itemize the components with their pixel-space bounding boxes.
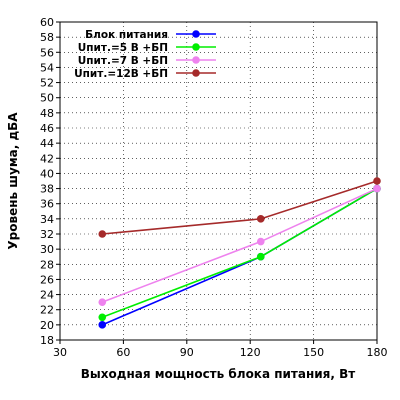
y-tick-label: 18 [40,334,54,347]
data-point [98,230,107,238]
legend-marker [192,69,200,77]
y-tick-label: 52 [40,77,54,90]
data-point [98,313,107,322]
legend-label: Uпит.=7 В +БП [78,55,168,67]
x-tick-label: 90 [180,346,194,359]
y-axis-title: Уровень шума, дБА [6,112,20,250]
y-axis-ticks: 18 20 22 24 26 28 30 32 34 36 38 40 42 44 46 48 50 52 54 56… [40,16,60,347]
data-point [373,177,381,185]
y-tick-label: 38 [40,183,54,196]
x-tick-label: 60 [116,346,130,359]
x-tick-label: 120 [240,346,261,359]
y-tick-label: 54 [40,61,54,74]
data-point [98,298,107,306]
data-point [98,321,107,329]
y-tick-label: 32 [40,228,54,241]
series-4 [98,177,381,238]
grid [60,22,377,340]
legend-marker [192,43,200,51]
y-tick-label: 46 [40,122,54,135]
y-tick-label: 28 [40,258,54,271]
y-tick-label: 58 [40,31,54,44]
data-point [256,215,265,223]
legend-label: Uпит.=12В +БП [74,68,168,80]
y-tick-label: 26 [40,273,54,286]
x-tick-label: 30 [53,346,67,359]
data-point [256,252,265,261]
series-line [101,187,378,326]
y-tick-label: 60 [40,16,54,29]
data-point [373,184,381,193]
y-tick-label: 24 [40,289,54,302]
data-point [256,237,265,246]
series-3 [98,184,381,306]
y-tick-label: 20 [40,319,54,332]
y-tick-label: 36 [40,198,54,211]
y-tick-label: 56 [40,46,54,59]
y-tick-label: 30 [40,243,54,256]
y-tick-label: 22 [40,304,54,317]
y-tick-label: 34 [40,213,54,226]
y-tick-label: 50 [40,92,54,105]
y-tick-label: 44 [40,137,54,150]
x-axis-title: Выходная мощность блока питания, Вт [81,367,356,381]
x-axis-ticks: 30 60 90 120 150 180 [53,340,388,359]
legend-marker [192,56,200,64]
y-tick-label: 40 [40,167,54,180]
legend-marker [192,30,200,38]
series-2 [98,184,381,322]
series-line [101,187,378,303]
legend-label: Блок питания [85,29,168,41]
y-tick-label: 42 [40,152,54,165]
y-tick-label: 48 [40,107,54,120]
x-tick-label: 150 [303,346,324,359]
x-tick-label: 180 [367,346,388,359]
series-layer [98,177,381,329]
legend-label: Uпит.=5 В +БП [78,42,168,54]
